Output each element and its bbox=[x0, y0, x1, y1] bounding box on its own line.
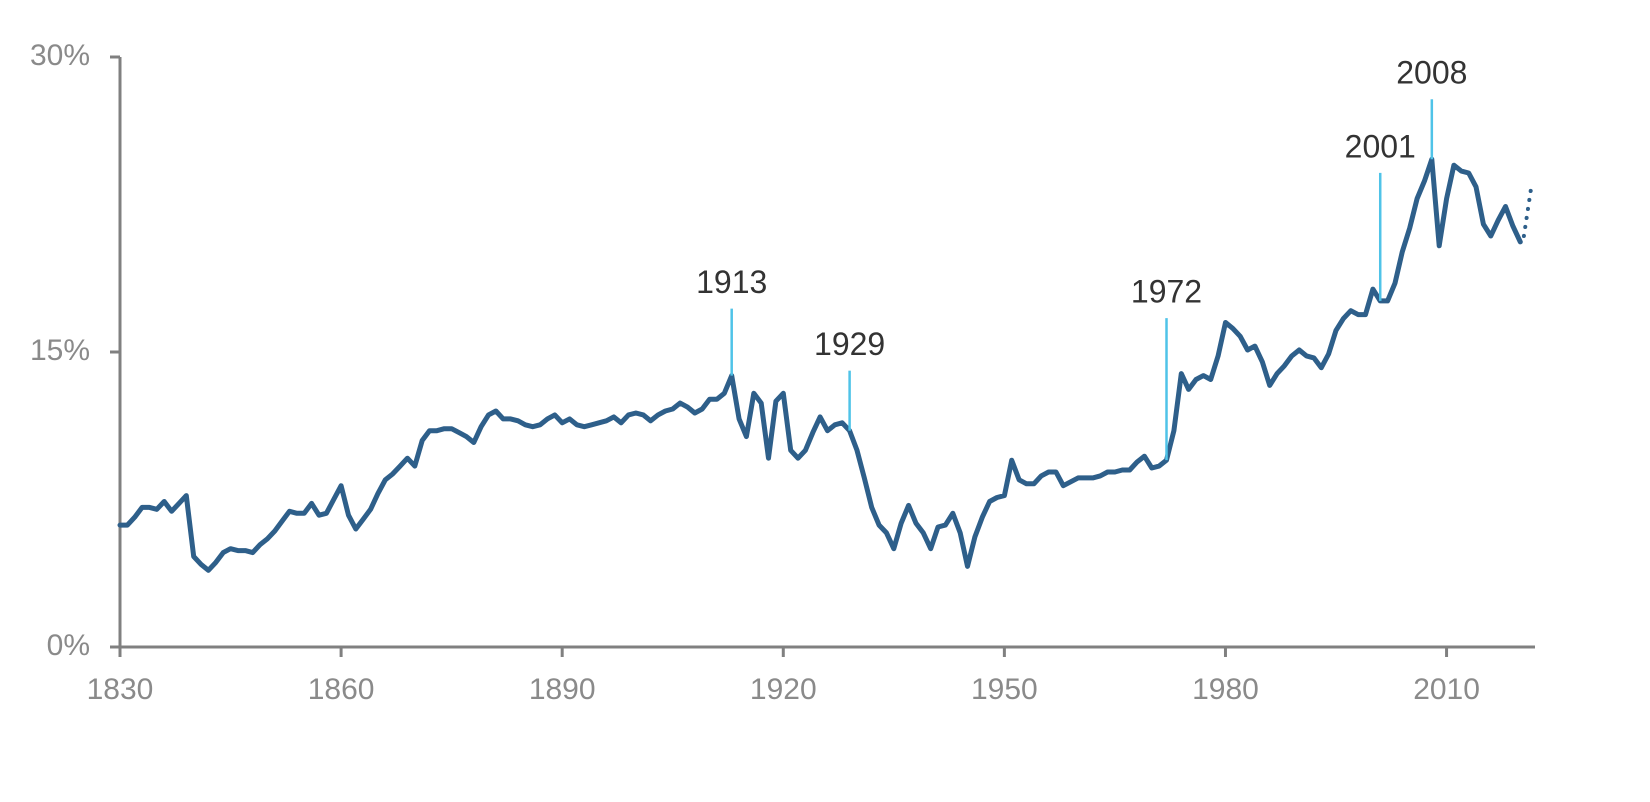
projection-line bbox=[1521, 184, 1534, 238]
x-tick-label: 1830 bbox=[87, 673, 154, 706]
data-line bbox=[117, 156, 1523, 573]
x-tick-label: 2010 bbox=[1413, 673, 1480, 706]
x-tick-label: 1920 bbox=[750, 673, 817, 706]
x-tick-label: 1980 bbox=[1192, 673, 1259, 706]
annotation-label: 1972 bbox=[1131, 274, 1202, 310]
annotation-label: 2001 bbox=[1345, 128, 1416, 164]
x-tick-label: 1950 bbox=[971, 673, 1038, 706]
annotation-label: 1913 bbox=[696, 264, 767, 300]
x-tick-label: 1890 bbox=[529, 673, 596, 706]
y-tick-label: 15% bbox=[30, 334, 90, 367]
y-tick-label: 0% bbox=[47, 629, 90, 662]
x-tick-label: 1860 bbox=[308, 673, 375, 706]
annotation-label: 1929 bbox=[814, 326, 885, 362]
y-tick-label: 30% bbox=[30, 39, 90, 72]
annotation-label: 2008 bbox=[1396, 55, 1467, 91]
